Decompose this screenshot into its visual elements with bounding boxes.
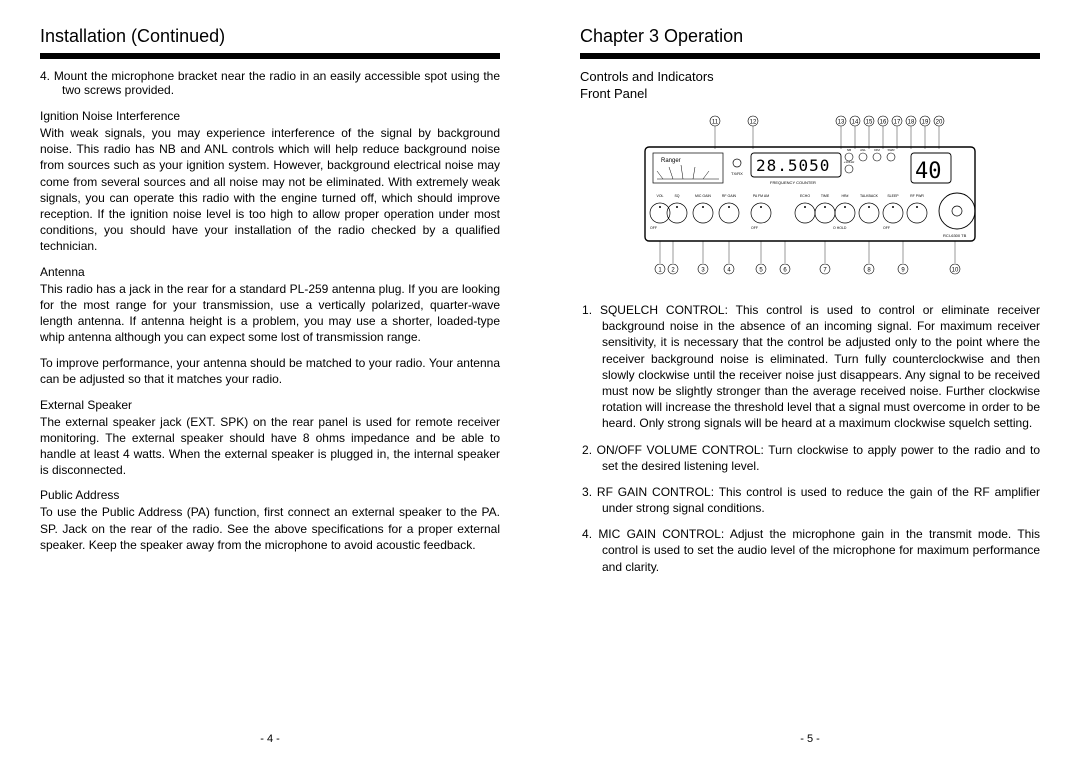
svg-text:17: 17 bbox=[894, 120, 901, 126]
svg-text:13: 13 bbox=[838, 120, 845, 126]
svg-text:9: 9 bbox=[901, 268, 905, 274]
svg-text:40: 40 bbox=[915, 159, 942, 184]
left-title: Installation (Continued) bbox=[40, 26, 500, 47]
right-title: Chapter 3 Operation bbox=[580, 26, 1040, 47]
svg-text:Ranger: Ranger bbox=[661, 158, 681, 164]
svg-text:NB: NB bbox=[847, 148, 851, 152]
controls-list: SQUELCH CONTROL: This control is used to… bbox=[580, 302, 1040, 575]
svg-text:ECHO: ECHO bbox=[800, 194, 810, 198]
page-num-left: - 4 - bbox=[0, 733, 540, 745]
svg-text:SLEEP: SLEEP bbox=[887, 194, 899, 198]
svg-text:1: 1 bbox=[658, 268, 662, 274]
svg-text:RF PWR: RF PWR bbox=[910, 194, 924, 198]
svg-text:+10KHz: +10KHz bbox=[844, 160, 855, 164]
page-num-right: - 5 - bbox=[540, 733, 1080, 745]
page-left: Installation (Continued) Mount the micro… bbox=[0, 0, 540, 763]
antenna-para-2: To improve performance, your antenna sho… bbox=[40, 355, 500, 387]
svg-text:RCI-6300 TB: RCI-6300 TB bbox=[943, 233, 967, 238]
front-panel-heading: Front Panel bbox=[580, 86, 1040, 101]
pa-para: To use the Public Address (PA) function,… bbox=[40, 504, 500, 553]
control-item: SQUELCH CONTROL: This control is used to… bbox=[602, 302, 1040, 432]
svg-text:FREQUENCY COUNTER: FREQUENCY COUNTER bbox=[770, 180, 816, 185]
svg-text:11: 11 bbox=[712, 120, 719, 126]
page-right: Chapter 3 Operation Controls and Indicat… bbox=[540, 0, 1080, 763]
svg-text:TX/RX: TX/RX bbox=[731, 171, 743, 176]
svg-text:7: 7 bbox=[823, 268, 827, 274]
install-item-4: Mount the microphone bracket near the ra… bbox=[62, 69, 500, 97]
control-item: MIC GAIN CONTROL: Adjust the microphone … bbox=[602, 526, 1040, 575]
svg-text:SWR: SWR bbox=[888, 148, 896, 152]
svg-text:SQ: SQ bbox=[674, 194, 679, 198]
control-text: This control is used to control or elimi… bbox=[602, 303, 1040, 430]
svg-text:6: 6 bbox=[783, 268, 787, 274]
svg-text:TIME: TIME bbox=[821, 194, 830, 198]
control-name: RF GAIN CONTROL: bbox=[597, 485, 714, 499]
right-bar bbox=[580, 53, 1040, 59]
svg-text:TALKBACK: TALKBACK bbox=[860, 194, 879, 198]
front-panel-diagram: 11121314151617181920 Ranger TX/RX 28.505… bbox=[625, 113, 995, 286]
ext-speaker-para: The external speaker jack (EXT. SPK) on … bbox=[40, 414, 500, 479]
svg-text:4: 4 bbox=[727, 268, 731, 274]
svg-text:HR#: HR# bbox=[841, 194, 848, 198]
antenna-heading: Antenna bbox=[40, 265, 500, 279]
svg-text:OFF: OFF bbox=[751, 226, 758, 230]
svg-text:MIC GAIN: MIC GAIN bbox=[695, 194, 711, 198]
antenna-para-1: This radio has a jack in the rear for a … bbox=[40, 281, 500, 346]
svg-text:16: 16 bbox=[880, 120, 887, 126]
control-name: ON/OFF VOLUME CONTROL: bbox=[597, 443, 764, 457]
svg-text:28.5050: 28.5050 bbox=[756, 156, 830, 175]
ignition-heading: Ignition Noise Interference bbox=[40, 109, 500, 123]
svg-text:PA FM AM: PA FM AM bbox=[753, 194, 769, 198]
left-bar bbox=[40, 53, 500, 59]
svg-text:15: 15 bbox=[866, 120, 873, 126]
control-name: MIC GAIN CONTROL: bbox=[598, 527, 724, 541]
pa-heading: Public Address bbox=[40, 488, 500, 502]
ignition-para: With weak signals, you may experience in… bbox=[40, 125, 500, 255]
control-name: SQUELCH CONTROL: bbox=[600, 303, 728, 317]
svg-text:2: 2 bbox=[671, 268, 675, 274]
ext-speaker-heading: External Speaker bbox=[40, 398, 500, 412]
svg-text:OFF: OFF bbox=[883, 226, 890, 230]
svg-text:20: 20 bbox=[936, 120, 943, 126]
svg-text:RF GAIN: RF GAIN bbox=[722, 194, 737, 198]
svg-text:3: 3 bbox=[701, 268, 705, 274]
svg-text:5: 5 bbox=[759, 268, 763, 274]
svg-text:12: 12 bbox=[750, 120, 757, 126]
control-item: RF GAIN CONTROL: This control is used to… bbox=[602, 484, 1040, 516]
install-list: Mount the microphone bracket near the ra… bbox=[40, 69, 500, 97]
svg-text:OFF: OFF bbox=[650, 226, 657, 230]
svg-text:18: 18 bbox=[908, 120, 915, 126]
svg-text:DIM: DIM bbox=[874, 148, 880, 152]
controls-heading: Controls and Indicators bbox=[580, 69, 1040, 84]
svg-text:10: 10 bbox=[952, 268, 959, 274]
svg-text:O HOLD: O HOLD bbox=[833, 226, 847, 230]
svg-text:VOL: VOL bbox=[656, 194, 663, 198]
svg-text:ANL: ANL bbox=[860, 148, 866, 152]
svg-text:8: 8 bbox=[867, 268, 871, 274]
svg-text:14: 14 bbox=[852, 120, 859, 126]
control-item: ON/OFF VOLUME CONTROL: Turn clockwise to… bbox=[602, 442, 1040, 474]
svg-text:19: 19 bbox=[922, 120, 929, 126]
